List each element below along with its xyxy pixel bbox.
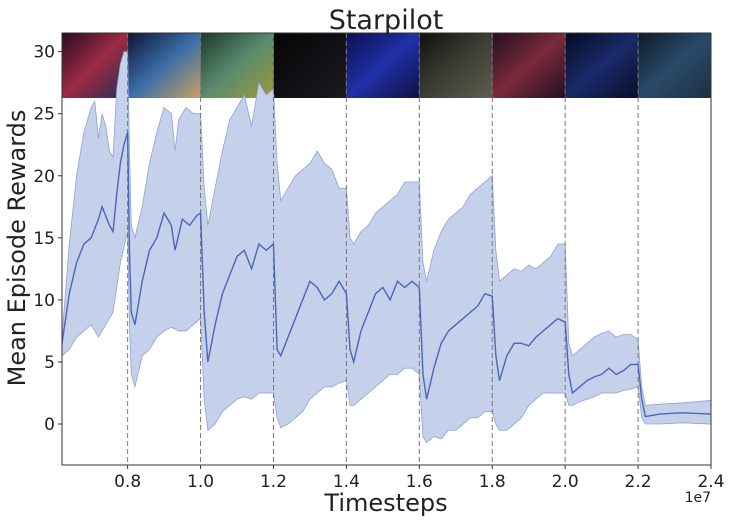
- y-tick-labels: 0 5 10 15 20 25 30 35: [33, 0, 62, 435]
- x-tick-label: 1.0: [187, 472, 214, 492]
- x-tick-label: 2.0: [552, 472, 579, 492]
- y-tick-label: 5: [44, 353, 55, 373]
- std-band: [61, 51, 712, 444]
- y-tick-label: 20: [33, 167, 55, 187]
- x-axis-title: Timesteps: [323, 489, 447, 517]
- level-thumbnail-9: [638, 33, 711, 98]
- plot-frame: [61, 32, 712, 466]
- std-band-layer: [61, 51, 712, 444]
- x-tick-label: 1.4: [333, 472, 360, 492]
- x-tick-label: 1.2: [260, 472, 287, 492]
- y-tick-label: 30: [33, 43, 55, 63]
- y-tick-label: 25: [33, 105, 55, 125]
- level-thumbnail-8: [565, 33, 639, 98]
- level-thumbnail-6: [419, 33, 493, 98]
- y-tick-label: 15: [33, 229, 55, 249]
- y-tick-label: 0: [44, 415, 55, 435]
- level-thumbnail-5: [346, 33, 420, 98]
- x-tick-labels: 0.8 1.0 1.2 1.4 1.6 1.8 2.0 2.2 2.4: [114, 465, 725, 492]
- x-tick-label: 0.8: [114, 472, 141, 492]
- mean-line-layer: [61, 132, 712, 418]
- chart-title: Starpilot: [329, 5, 444, 36]
- y-axis-title: Mean Episode Rewards: [3, 110, 31, 387]
- level-thumbnails: [62, 33, 711, 98]
- x-tick-label: 2.2: [625, 472, 652, 492]
- y-tick-label: 10: [33, 291, 55, 311]
- x-tick-label: 1.8: [479, 472, 506, 492]
- x-tick-label: 1.6: [406, 472, 433, 492]
- x-offset-label: 1e7: [685, 490, 711, 506]
- level-thumbnail-2: [127, 33, 201, 98]
- mean-reward-line: [61, 132, 712, 418]
- level-thumbnail-7: [492, 33, 566, 98]
- y-tick-label: 35: [33, 0, 55, 1]
- x-tick-label: 2.4: [697, 472, 724, 492]
- level-thumbnail-4: [273, 33, 347, 98]
